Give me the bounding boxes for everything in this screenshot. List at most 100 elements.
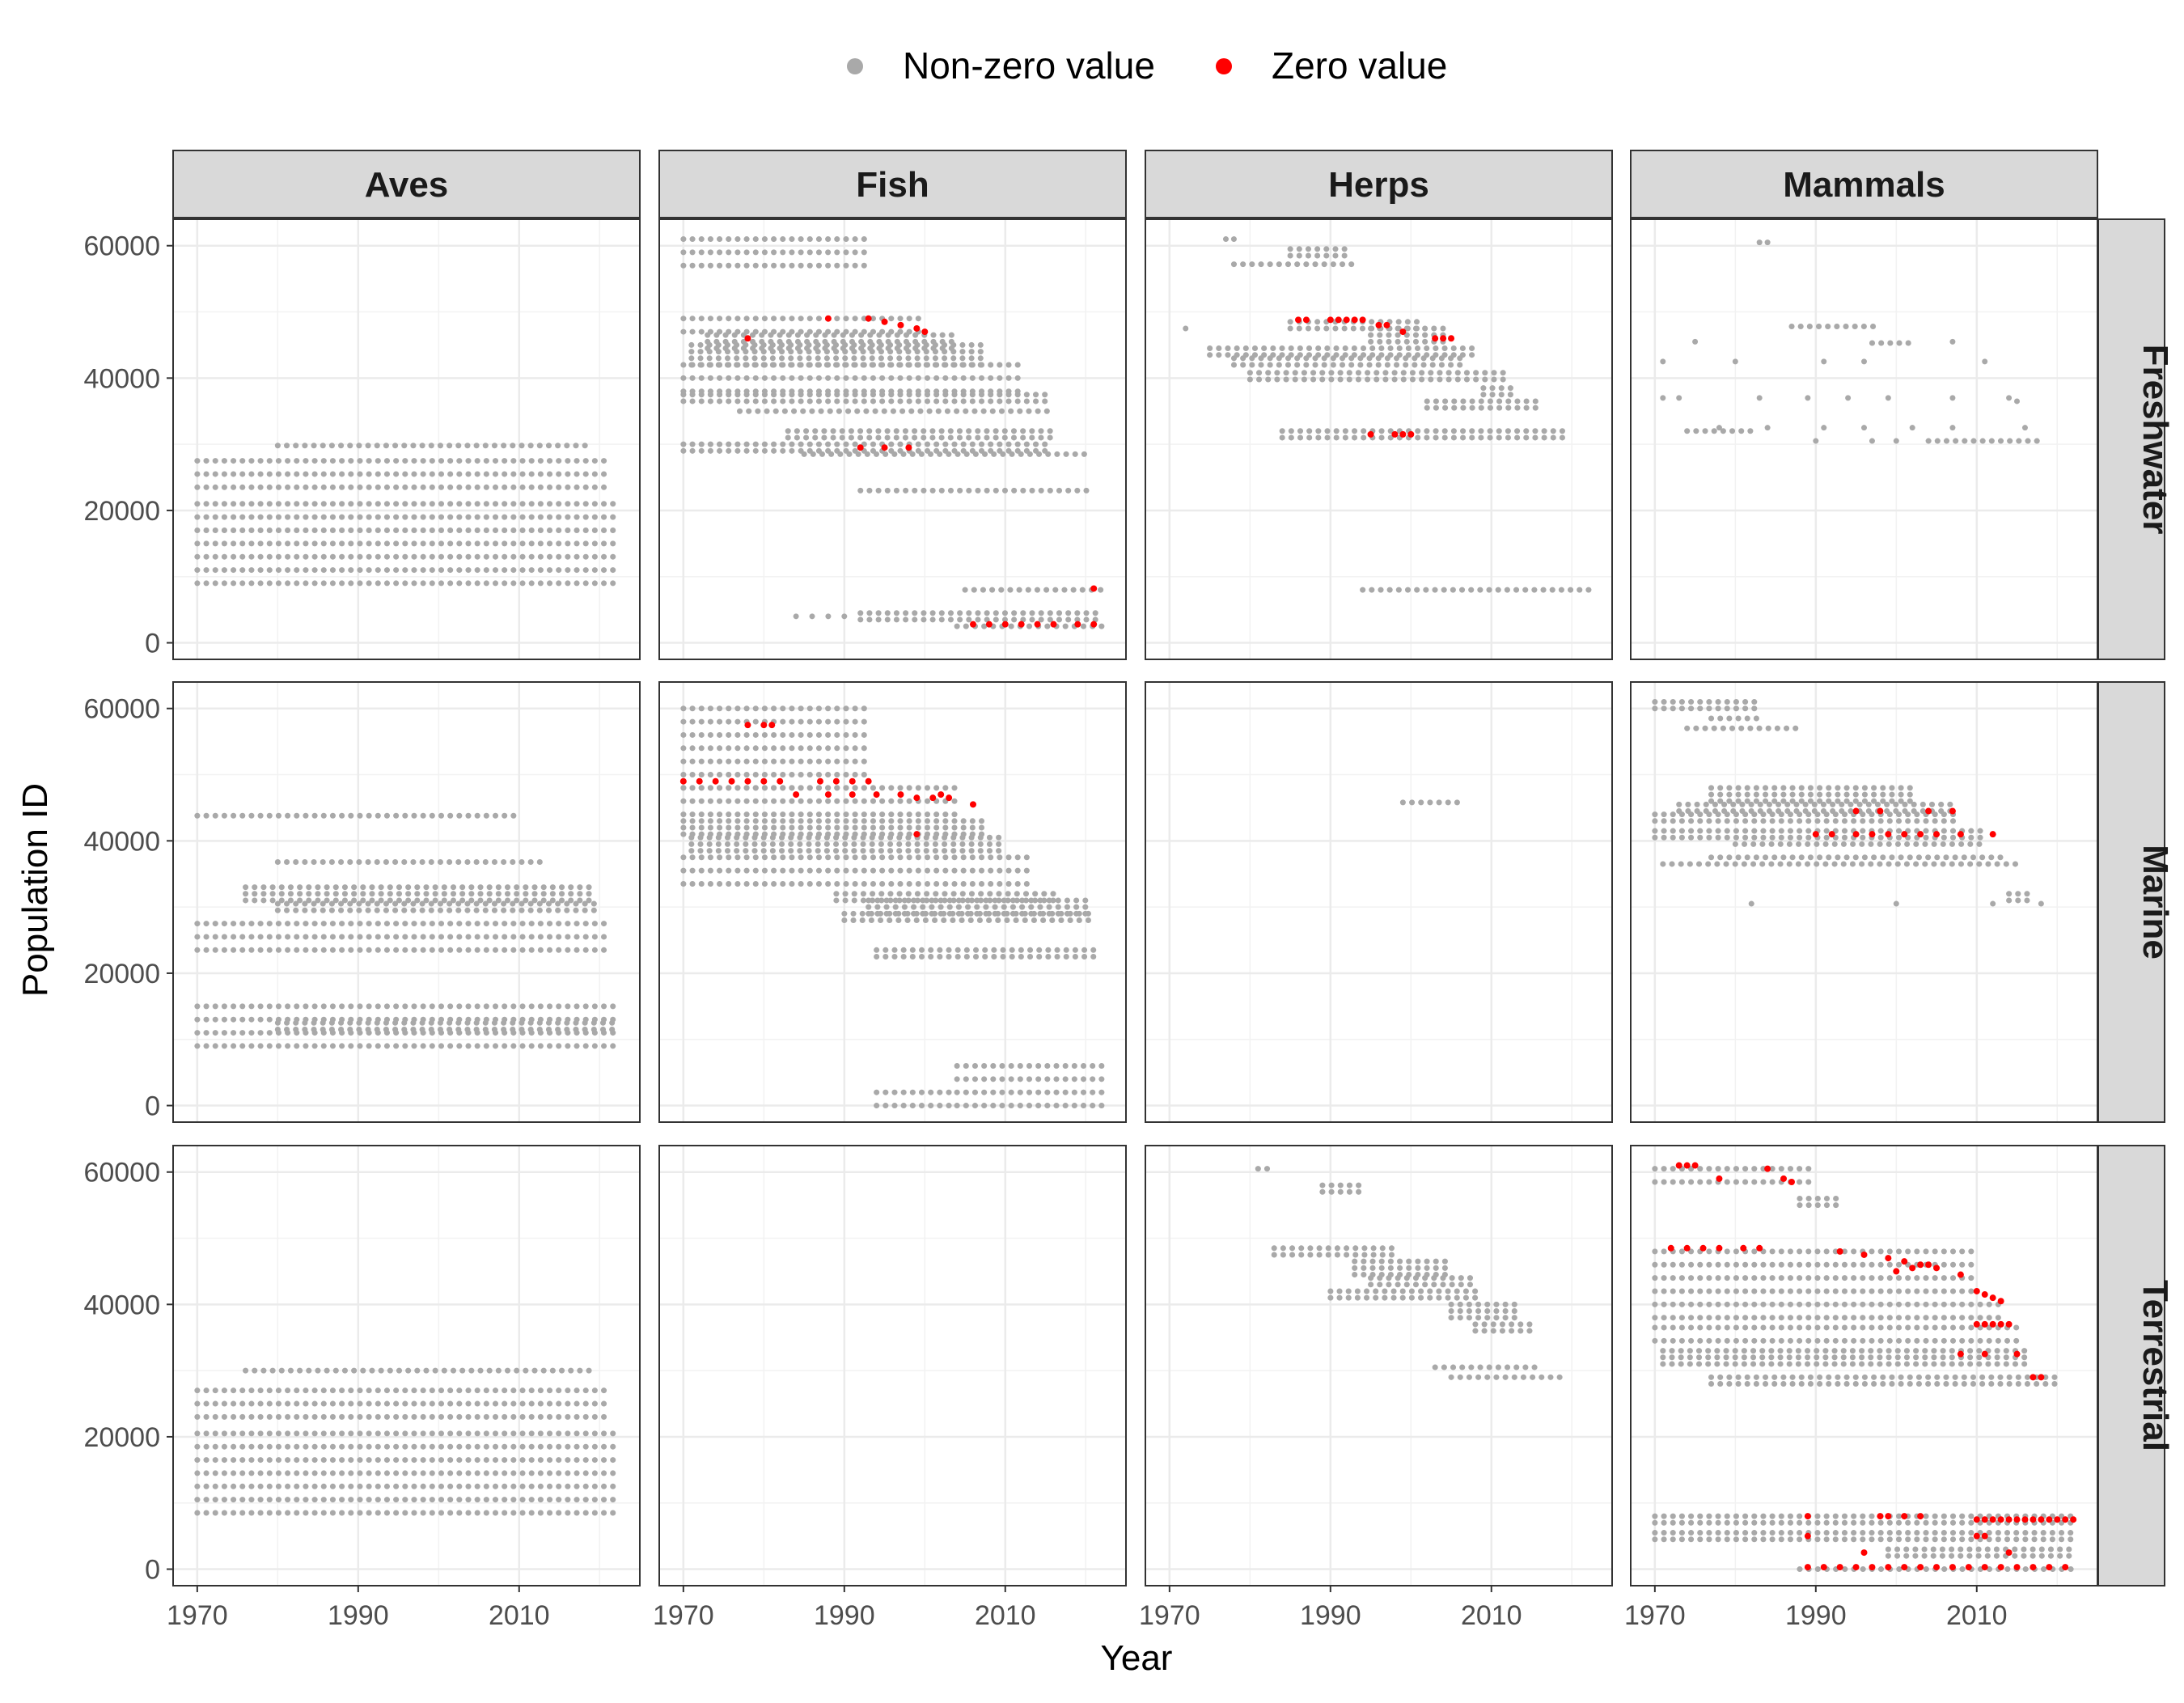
col-strip-label: Mammals [1783,165,1945,205]
x-tick-label: 1990 [814,1600,875,1631]
nonzero-point [1732,358,1738,365]
zero-point [969,621,976,628]
row-strip-label: Terrestrial [2135,1280,2175,1451]
zero-point [1399,430,1407,438]
panel-terrestrial-aves [172,1145,641,1587]
zero-point [1973,1287,1980,1294]
data-points [1660,239,2044,444]
x-tick-label: 1970 [167,1600,228,1631]
zero-point [1981,1516,1988,1523]
zero-point [1917,1513,1924,1520]
zero-point [929,794,937,802]
zero-point [1780,1175,1788,1182]
zero-point [1432,335,1439,342]
zero-point [1869,1564,1876,1571]
y-tick-label: 20000 [83,1422,160,1453]
nonzero-point [1893,900,1899,907]
zero-point [1683,1162,1691,1169]
nonzero-point [2006,395,2013,401]
zero-point [1917,1261,1924,1269]
y-tick-label: 20000 [83,959,160,989]
zero-point [2062,1516,2069,1523]
panel-freshwater-aves [172,218,641,660]
panel-border [172,681,641,1123]
nonzero-point [1230,236,1237,243]
zero-point [1090,621,1098,628]
nonzero-point [1660,395,1666,401]
legend-label-nonzero: Non-zero value [903,44,1155,87]
panel-terrestrial-fish [658,1145,1127,1587]
panel-border [658,681,1127,1123]
zero-point [881,444,888,451]
zero-point [1933,1564,1941,1571]
zero-point [1367,430,1374,438]
panel-border [1630,218,2098,660]
panel-background [173,1146,640,1586]
zero-point [2013,1350,2021,1358]
zero-point [865,315,872,322]
zero-point [1989,1294,1996,1302]
y-tick-label: 60000 [83,1158,160,1188]
zero-point [744,777,751,785]
row-strip-freshwater: Freshwater [2097,218,2175,660]
zero-point [2005,1516,2013,1523]
zero-point [865,777,872,785]
zero-point [1691,1162,1699,1169]
zero-point [728,777,735,785]
nonzero-point [1692,338,1699,345]
x-tick-label: 1970 [1139,1600,1200,1631]
panel-background [1145,682,1612,1122]
row-strip-marine: Marine [2097,681,2175,1123]
col-strip-bg [172,150,641,218]
zero-point [1295,316,1302,324]
nonzero-point [1909,425,1915,431]
panel-border [658,1145,1127,1587]
zero-point [1997,1320,2004,1328]
zero-point [1997,1298,2004,1305]
x-tick-label: 2010 [489,1600,550,1631]
panel-border [172,218,641,660]
col-strip-label: Fish [856,165,929,205]
zero-point [2062,1564,2069,1571]
zero-point [1933,1265,1941,1272]
zero-point [1740,1244,1747,1252]
zero-point [1933,831,1941,838]
zero-point [824,315,832,322]
row-strip-label: Marine [2135,845,2175,960]
nonzero-point [1861,358,1867,365]
data-points [1652,699,2044,907]
nonzero-point [825,613,832,620]
zero-point [2070,1516,2077,1523]
zero-point [1828,831,1835,838]
zero-point [1973,1516,1980,1523]
data-points [194,1367,619,1516]
zero-point [1001,621,1009,628]
zero-point [1090,585,1098,592]
zero-point [1804,1532,1811,1540]
zero-point [1901,1564,1908,1571]
zero-point [712,777,719,785]
zero-point [1901,1513,1908,1520]
zero-point [1804,1564,1811,1571]
zero-point [921,328,929,336]
x-tick-label: 1990 [1785,1600,1847,1631]
zero-point [1981,1320,1988,1328]
zero-point [696,777,703,785]
zero-point [1407,430,1415,438]
zero-point [913,831,921,838]
panel-marine-fish [658,681,1127,1123]
zero-point [2013,1516,2021,1523]
nonzero-point [1805,395,1811,401]
zero-point [1885,1564,1892,1571]
zero-point [760,777,768,785]
col-strip-bg [658,150,1127,218]
zero-point [938,791,945,799]
col-strip-aves: Aves [172,150,641,218]
zero-point [2046,1516,2053,1523]
panel-terrestrial-herps [1145,1145,1613,1587]
zero-point [1997,1564,2004,1571]
nonzero-point [2038,900,2044,907]
panel-border [1630,681,2098,1123]
zero-point [1764,1165,1771,1172]
zero-point [2005,1320,2013,1328]
